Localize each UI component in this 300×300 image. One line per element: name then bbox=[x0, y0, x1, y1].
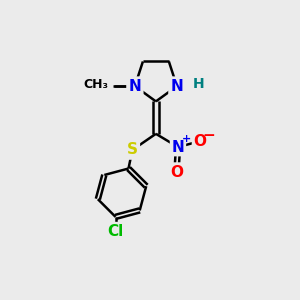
Text: O: O bbox=[170, 165, 183, 180]
Text: CH₃: CH₃ bbox=[83, 78, 108, 91]
Text: N: N bbox=[128, 79, 141, 94]
Text: +: + bbox=[182, 134, 191, 144]
Text: Cl: Cl bbox=[107, 224, 124, 239]
Text: O: O bbox=[194, 134, 207, 149]
Text: S: S bbox=[127, 142, 138, 158]
Text: H: H bbox=[193, 77, 205, 91]
Text: N: N bbox=[170, 79, 183, 94]
Text: −: − bbox=[202, 128, 215, 143]
Text: N: N bbox=[172, 140, 184, 154]
